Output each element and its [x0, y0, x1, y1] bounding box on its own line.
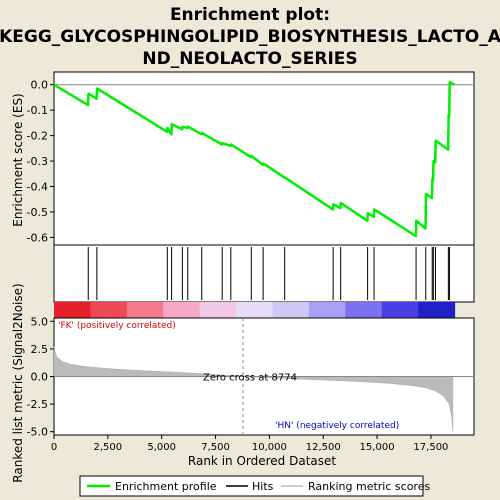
ranking-color-segment — [54, 302, 91, 318]
x-tick-label: 10,000 — [252, 442, 287, 453]
x-tick-label: 15,000 — [360, 442, 395, 453]
es-axis-label: Enrichment score (ES) — [11, 93, 25, 226]
ranking-color-segment — [163, 302, 201, 318]
rank-axis-label: Ranked list metric (Signal2Noise) — [11, 283, 25, 482]
x-tick-label: 7,500 — [201, 442, 230, 453]
ranking-color-bar — [54, 302, 456, 318]
ranking-color-segment — [345, 302, 383, 318]
legend-box — [79, 475, 424, 497]
rank-y-tick-label: 5.0 — [31, 315, 49, 328]
ranking-color-segment — [308, 302, 346, 318]
ranking-color-segment — [126, 302, 164, 318]
ranking-color-segment — [199, 302, 237, 318]
legend-hits-label: Hits — [252, 480, 274, 493]
ranking-color-segment — [236, 302, 274, 318]
x-tick-label: 12,500 — [306, 442, 341, 453]
x-tick-label: 17,500 — [413, 442, 448, 453]
hit-markers — [87, 247, 450, 300]
x-tick-label: 2,500 — [94, 442, 123, 453]
zero-cross-label: Zero cross at 8774 — [203, 373, 297, 384]
enrichment-score-panel-content: 0.0 -0.1 -0.2 -0.3 -0.4 -0.5 -0.6 — [27, 79, 474, 244]
hits-panel — [53, 244, 475, 303]
es-y-tick-label: -0.6 — [27, 231, 48, 244]
es-y-tick-label: -0.1 — [27, 104, 48, 117]
rank-y-tick-label: 2.5 — [31, 343, 49, 356]
ranked-metric-panel-content: 5.0 2.5 0.0 -2.5 -5.00 2,500 5,000 7,500 10,000 1… — [27, 315, 474, 453]
enrichment-profile-line — [53, 80, 456, 238]
es-y-tick-label: -0.5 — [27, 206, 48, 219]
rank-y-tick-label: -5.0 — [27, 426, 48, 439]
ranking-color-segment — [272, 302, 310, 318]
positive-correlation-label: 'FK' (positively correlated) — [58, 321, 176, 331]
x-tick-label: 5,000 — [147, 442, 176, 453]
chart-title-line-1: Enrichment plot: — [170, 5, 330, 25]
negative-correlation-label: 'HN' (negatively correlated) — [275, 421, 399, 431]
chart-title-line-3: ND_NEOLACTO_SERIES — [142, 49, 357, 69]
x-tick-label: 0 — [51, 442, 57, 453]
chart-title-line-2: KEGG_GLYCOSPHINGOLIPID_BIOSYNTHESIS_LACT… — [0, 27, 500, 47]
es-panel — [53, 71, 475, 246]
es-y-tick-label: -0.3 — [27, 155, 48, 168]
es-y-tick-label: -0.2 — [27, 130, 48, 143]
ranking-color-segment — [381, 302, 419, 318]
rank-y-tick-label: -2.5 — [27, 398, 48, 411]
ranking-color-segment — [90, 302, 128, 318]
legend-ranking-label: Ranking metric scores — [308, 480, 430, 493]
es-y-tick-label: -0.4 — [27, 180, 48, 193]
ranking-metric-area — [53, 346, 454, 432]
ranking-color-segment — [418, 302, 456, 318]
legend-enrichment-label: Enrichment profile — [115, 480, 217, 493]
rank-y-tick-label: 0.0 — [31, 371, 49, 384]
x-axis-label: Rank in Ordered Dataset — [188, 454, 336, 468]
es-y-tick-label: 0.0 — [31, 79, 49, 92]
